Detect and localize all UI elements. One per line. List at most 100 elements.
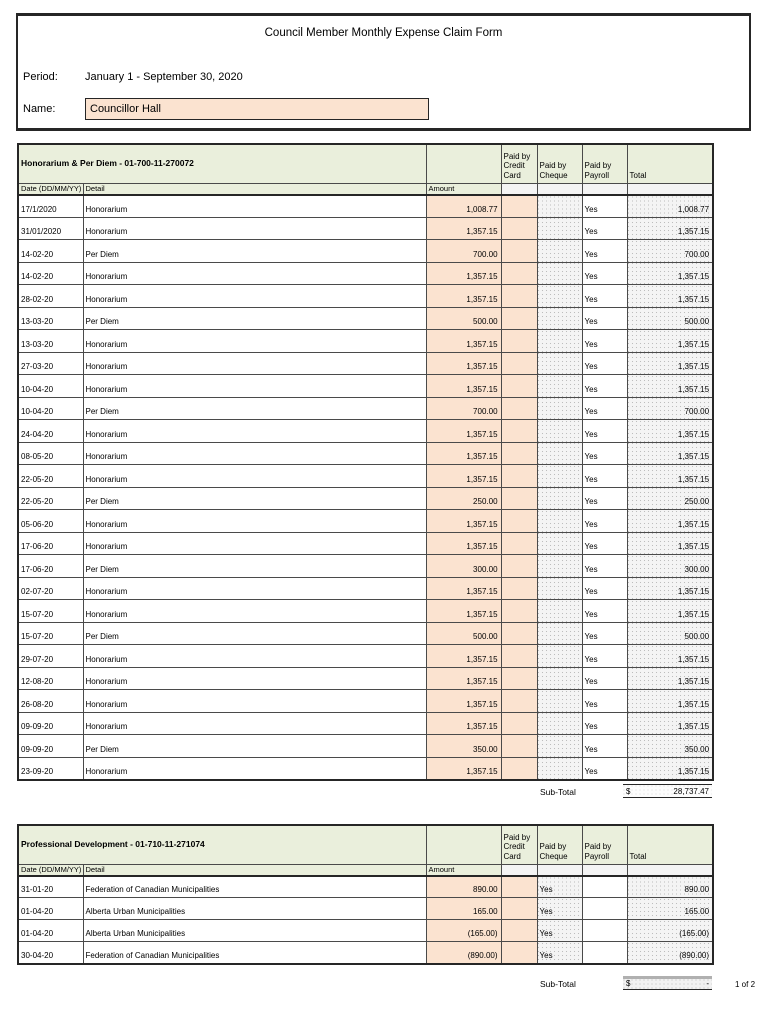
cell-paid-by-cheque[interactable] xyxy=(536,689,583,713)
cell-paid-by-payroll[interactable]: Yes xyxy=(581,194,628,218)
cell-paid-by-credit-card[interactable] xyxy=(500,486,538,510)
cell-date[interactable]: 31/01/2020 xyxy=(17,216,84,240)
cell-date[interactable]: 13-03-20 xyxy=(17,306,84,330)
cell-paid-by-cheque[interactable]: Yes xyxy=(536,941,583,964)
cell-paid-by-credit-card[interactable] xyxy=(500,666,538,690)
cell-amount[interactable]: 350.00 xyxy=(425,734,502,758)
cell-paid-by-cheque[interactable] xyxy=(536,464,583,488)
cell-date[interactable]: 12-08-20 xyxy=(17,666,84,690)
cell-paid-by-credit-card[interactable] xyxy=(500,756,538,780)
cell-date[interactable]: 10-04-20 xyxy=(17,374,84,398)
cell-paid-by-payroll[interactable]: Yes xyxy=(581,261,628,285)
cell-paid-by-payroll[interactable]: Yes xyxy=(581,621,628,645)
cell-detail[interactable]: Honorarium xyxy=(82,599,427,623)
cell-paid-by-credit-card[interactable] xyxy=(500,576,538,600)
cell-detail[interactable]: Per Diem xyxy=(82,396,427,420)
cell-amount[interactable]: 700.00 xyxy=(425,396,502,420)
cell-date[interactable]: 02-07-20 xyxy=(17,576,84,600)
cell-detail[interactable]: Honorarium xyxy=(82,284,427,308)
cell-paid-by-cheque[interactable] xyxy=(536,284,583,308)
cell-amount[interactable]: 250.00 xyxy=(425,486,502,510)
cell-paid-by-credit-card[interactable] xyxy=(500,239,538,263)
cell-paid-by-payroll[interactable]: Yes xyxy=(581,576,628,600)
cell-date[interactable]: 10-04-20 xyxy=(17,396,84,420)
cell-paid-by-credit-card[interactable] xyxy=(500,261,538,285)
cell-detail[interactable]: Honorarium xyxy=(82,329,427,353)
cell-paid-by-cheque[interactable] xyxy=(536,711,583,735)
cell-detail[interactable]: Per Diem xyxy=(82,486,427,510)
cell-date[interactable]: 22-05-20 xyxy=(17,486,84,510)
cell-paid-by-credit-card[interactable] xyxy=(500,194,538,218)
cell-paid-by-credit-card[interactable] xyxy=(500,306,538,330)
cell-detail[interactable]: Alberta Urban Municipalities xyxy=(82,897,427,920)
name-input[interactable]: Councillor Hall xyxy=(85,98,429,120)
cell-amount[interactable]: (890.00) xyxy=(425,941,502,964)
cell-detail[interactable]: Honorarium xyxy=(82,351,427,375)
cell-amount[interactable]: 1,357.15 xyxy=(425,419,502,443)
cell-date[interactable]: 08-05-20 xyxy=(17,441,84,465)
cell-amount[interactable]: 1,008.77 xyxy=(425,194,502,218)
cell-paid-by-payroll[interactable]: Yes xyxy=(581,464,628,488)
cell-detail[interactable]: Honorarium xyxy=(82,194,427,218)
cell-paid-by-credit-card[interactable] xyxy=(500,875,538,898)
cell-detail[interactable]: Honorarium xyxy=(82,666,427,690)
cell-paid-by-cheque[interactable] xyxy=(536,374,583,398)
cell-detail[interactable]: Honorarium xyxy=(82,441,427,465)
cell-paid-by-credit-card[interactable] xyxy=(500,284,538,308)
cell-paid-by-payroll[interactable] xyxy=(581,875,628,898)
cell-amount[interactable]: 1,357.15 xyxy=(425,666,502,690)
cell-date[interactable]: 15-07-20 xyxy=(17,599,84,623)
cell-paid-by-cheque[interactable] xyxy=(536,419,583,443)
cell-detail[interactable]: Honorarium xyxy=(82,644,427,668)
cell-paid-by-payroll[interactable]: Yes xyxy=(581,756,628,780)
cell-date[interactable]: 22-05-20 xyxy=(17,464,84,488)
cell-paid-by-credit-card[interactable] xyxy=(500,599,538,623)
cell-paid-by-credit-card[interactable] xyxy=(500,509,538,533)
cell-paid-by-payroll[interactable]: Yes xyxy=(581,216,628,240)
cell-paid-by-credit-card[interactable] xyxy=(500,351,538,375)
cell-paid-by-cheque[interactable]: Yes xyxy=(536,919,583,942)
cell-paid-by-payroll[interactable]: Yes xyxy=(581,396,628,420)
cell-paid-by-payroll[interactable]: Yes xyxy=(581,509,628,533)
cell-paid-by-payroll[interactable]: Yes xyxy=(581,734,628,758)
cell-detail[interactable]: Per Diem xyxy=(82,306,427,330)
cell-date[interactable]: 29-07-20 xyxy=(17,644,84,668)
cell-paid-by-credit-card[interactable] xyxy=(500,531,538,555)
cell-paid-by-cheque[interactable] xyxy=(536,599,583,623)
cell-paid-by-payroll[interactable] xyxy=(581,919,628,942)
cell-detail[interactable]: Honorarium xyxy=(82,216,427,240)
cell-paid-by-payroll[interactable]: Yes xyxy=(581,329,628,353)
cell-amount[interactable]: 1,357.15 xyxy=(425,711,502,735)
cell-paid-by-credit-card[interactable] xyxy=(500,621,538,645)
cell-detail[interactable]: Per Diem xyxy=(82,239,427,263)
cell-paid-by-payroll[interactable]: Yes xyxy=(581,306,628,330)
cell-paid-by-credit-card[interactable] xyxy=(500,441,538,465)
cell-amount[interactable]: 1,357.15 xyxy=(425,509,502,533)
cell-paid-by-payroll[interactable]: Yes xyxy=(581,284,628,308)
cell-paid-by-payroll[interactable]: Yes xyxy=(581,599,628,623)
cell-amount[interactable]: 700.00 xyxy=(425,239,502,263)
cell-paid-by-payroll[interactable] xyxy=(581,897,628,920)
cell-amount[interactable]: 1,357.15 xyxy=(425,531,502,555)
cell-paid-by-cheque[interactable]: Yes xyxy=(536,897,583,920)
cell-amount[interactable]: 500.00 xyxy=(425,306,502,330)
cell-date[interactable]: 27-03-20 xyxy=(17,351,84,375)
cell-amount[interactable]: 890.00 xyxy=(425,875,502,898)
cell-paid-by-payroll[interactable] xyxy=(581,941,628,964)
cell-paid-by-payroll[interactable]: Yes xyxy=(581,239,628,263)
cell-paid-by-credit-card[interactable] xyxy=(500,216,538,240)
cell-date[interactable]: 09-09-20 xyxy=(17,734,84,758)
cell-paid-by-credit-card[interactable] xyxy=(500,897,538,920)
cell-amount[interactable]: 1,357.15 xyxy=(425,599,502,623)
cell-detail[interactable]: Honorarium xyxy=(82,711,427,735)
cell-date[interactable]: 13-03-20 xyxy=(17,329,84,353)
cell-detail[interactable]: Honorarium xyxy=(82,531,427,555)
cell-amount[interactable]: (165.00) xyxy=(425,919,502,942)
cell-detail[interactable]: Per Diem xyxy=(82,734,427,758)
cell-date[interactable]: 17-06-20 xyxy=(17,531,84,555)
cell-paid-by-payroll[interactable]: Yes xyxy=(581,486,628,510)
cell-detail[interactable]: Alberta Urban Municipalities xyxy=(82,919,427,942)
cell-paid-by-cheque[interactable] xyxy=(536,756,583,780)
cell-paid-by-credit-card[interactable] xyxy=(500,329,538,353)
cell-paid-by-cheque[interactable]: Yes xyxy=(536,875,583,898)
